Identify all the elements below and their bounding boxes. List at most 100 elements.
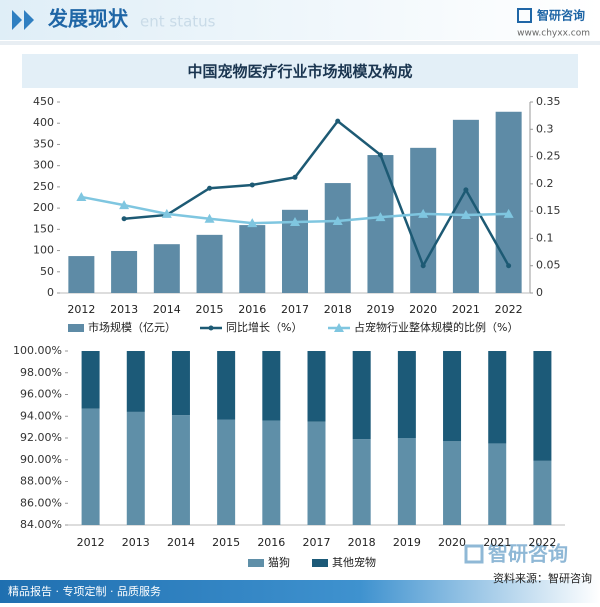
y2-tick-label: 0 bbox=[536, 286, 543, 299]
x-tick-label: 2012 bbox=[77, 536, 105, 549]
marker bbox=[377, 152, 383, 158]
bar-segment bbox=[126, 351, 145, 412]
y-tick-label: 300 bbox=[33, 159, 54, 172]
legend-label: 其他宠物 bbox=[332, 555, 376, 569]
y-tick-label: 350 bbox=[33, 137, 54, 150]
y-tick-label: 400 bbox=[33, 116, 54, 129]
footer-band bbox=[0, 580, 600, 603]
marker bbox=[335, 118, 341, 124]
x-tick-label: 2021 bbox=[452, 303, 480, 316]
x-tick-label: 2012 bbox=[67, 303, 95, 316]
bar-segment bbox=[307, 421, 326, 525]
bar-segment bbox=[397, 351, 416, 438]
marker bbox=[503, 208, 514, 218]
y2-tick-label: 0.05 bbox=[536, 259, 561, 272]
y-tick-label: 92.00% bbox=[20, 431, 62, 444]
footer-slogan: 精品报告 · 专项定制 · 品质服务 bbox=[8, 584, 161, 598]
bar-segment bbox=[262, 351, 281, 421]
bar bbox=[239, 225, 266, 293]
x-tick-label: 2020 bbox=[409, 303, 437, 316]
bar-segment bbox=[171, 351, 190, 416]
bar bbox=[324, 183, 351, 293]
header-rule bbox=[0, 41, 600, 45]
x-tick-label: 2015 bbox=[196, 303, 224, 316]
legend-label: 猫狗 bbox=[268, 556, 290, 569]
y-tick-label: 88.00% bbox=[20, 475, 62, 488]
chart-title: 中国宠物医疗行业市场规模及构成 bbox=[187, 63, 412, 81]
y2-tick-label: 0.25 bbox=[536, 150, 561, 163]
bar-segment bbox=[397, 438, 416, 525]
y-tick-label: 86.00% bbox=[20, 496, 62, 509]
bar-segment bbox=[217, 351, 236, 420]
logo-icon bbox=[517, 8, 532, 23]
header-logo: 智研咨询 bbox=[536, 8, 585, 23]
header-band bbox=[0, 0, 600, 40]
x-tick-label: 2016 bbox=[238, 303, 266, 316]
x-tick-label: 2016 bbox=[257, 536, 285, 549]
x-tick-label: 2018 bbox=[348, 536, 376, 549]
header-title: 发展现状 bbox=[47, 7, 129, 31]
legend-swatch bbox=[248, 559, 264, 567]
y-tick-label: 94.00% bbox=[20, 409, 62, 422]
bar-segment bbox=[81, 351, 100, 409]
footer-logo-icon bbox=[464, 544, 484, 564]
legend-label: 同比增长（%） bbox=[226, 320, 302, 334]
y-tick-label: 100.00% bbox=[13, 344, 62, 357]
bar-segment bbox=[126, 411, 145, 525]
x-tick-label: 2015 bbox=[212, 536, 240, 549]
y-tick-label: 100 bbox=[33, 244, 54, 257]
x-tick-label: 2018 bbox=[324, 303, 352, 316]
legend-swatch bbox=[68, 324, 84, 332]
footer-source: 资料来源：智研咨询 bbox=[493, 571, 592, 585]
y2-tick-label: 0.3 bbox=[536, 122, 554, 135]
x-tick-label: 2022 bbox=[495, 303, 523, 316]
y-tick-label: 200 bbox=[33, 201, 54, 214]
marker bbox=[418, 208, 429, 218]
y2-tick-label: 0.35 bbox=[536, 95, 561, 108]
bar-segment bbox=[352, 351, 371, 440]
bar-segment bbox=[171, 415, 190, 525]
x-tick-label: 2022 bbox=[528, 536, 556, 549]
bar bbox=[111, 250, 138, 293]
x-tick-label: 2017 bbox=[281, 303, 309, 316]
y-tick-label: 450 bbox=[33, 95, 54, 108]
marker bbox=[76, 191, 87, 201]
legend-marker bbox=[334, 323, 344, 332]
marker bbox=[375, 212, 386, 222]
y-tick-label: 150 bbox=[33, 222, 54, 235]
marker bbox=[121, 216, 127, 222]
bar-segment bbox=[488, 351, 507, 444]
x-tick-label: 2013 bbox=[122, 536, 150, 549]
marker bbox=[161, 208, 172, 218]
marker bbox=[506, 263, 512, 269]
line bbox=[123, 119, 510, 269]
marker bbox=[292, 174, 298, 180]
y-tick-label: 250 bbox=[33, 180, 54, 193]
bar bbox=[153, 244, 180, 293]
y-tick-label: 96.00% bbox=[20, 388, 62, 401]
marker bbox=[249, 182, 255, 188]
legend-label: 占宠物行业整体规模的比例（%） bbox=[354, 320, 518, 334]
y2-tick-label: 0.2 bbox=[536, 177, 554, 190]
bar-segment bbox=[488, 443, 507, 525]
bar-segment bbox=[533, 351, 552, 461]
marker bbox=[247, 218, 258, 228]
marker bbox=[290, 217, 300, 227]
bar-segment bbox=[81, 408, 100, 525]
marker bbox=[332, 215, 343, 225]
x-tick-label: 2014 bbox=[167, 536, 195, 549]
x-tick-label: 2020 bbox=[438, 536, 466, 549]
y-tick-label: 98.00% bbox=[20, 366, 62, 379]
bar bbox=[68, 256, 95, 293]
bar-segment bbox=[307, 351, 326, 422]
x-tick-label: 2019 bbox=[393, 536, 421, 549]
marker bbox=[463, 187, 469, 193]
bar-segment bbox=[443, 441, 462, 525]
legend-marker bbox=[208, 325, 214, 331]
marker bbox=[460, 209, 471, 219]
marker bbox=[207, 185, 213, 191]
marker bbox=[204, 213, 215, 223]
bar-segment bbox=[352, 439, 371, 525]
bar bbox=[495, 111, 522, 293]
